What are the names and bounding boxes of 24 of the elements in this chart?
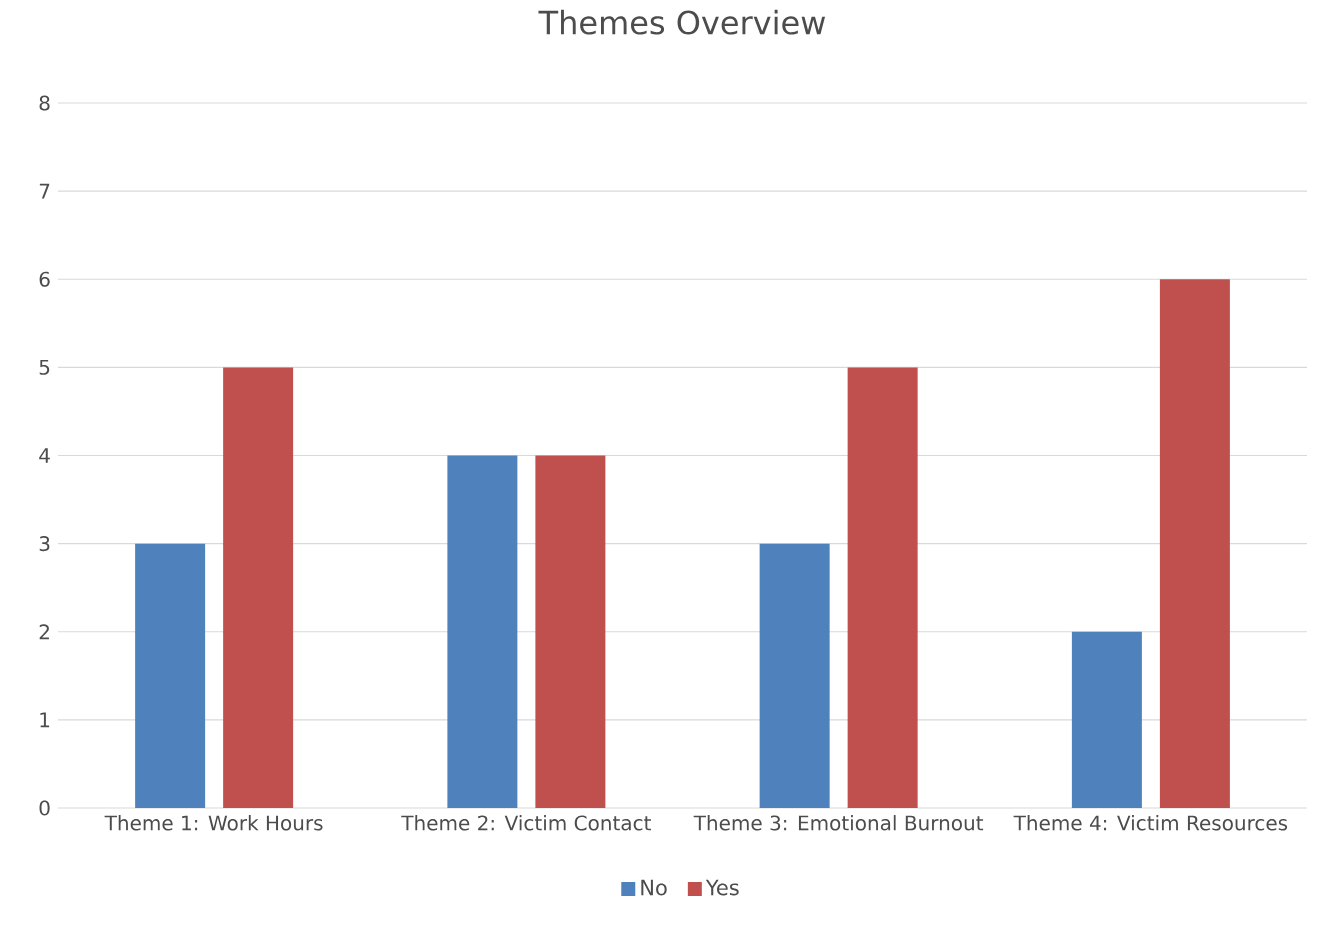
y-tick-label: 0 <box>39 800 50 816</box>
bar <box>135 543 206 808</box>
legend-label: No <box>641 879 667 896</box>
y-tick-label: 7 <box>39 183 50 199</box>
bar <box>1071 631 1142 808</box>
bar <box>1159 279 1230 808</box>
y-tick-label: 8 <box>39 95 50 111</box>
y-tick-label: 5 <box>39 359 50 375</box>
bar <box>847 367 918 808</box>
x-tick-label: Theme 2: Victim Contact <box>401 815 651 831</box>
y-tick-label: 2 <box>39 624 49 640</box>
chart-title: Themes Overview <box>538 9 826 35</box>
x-tick-label: Theme 1: Work Hours <box>104 815 323 831</box>
x-tick-label: Theme 3: Emotional Burnout <box>693 815 984 831</box>
bar <box>447 455 518 808</box>
y-tick-label: 4 <box>39 448 50 463</box>
legend-label: Yes <box>705 879 739 896</box>
y-tick-label: 6 <box>39 271 50 287</box>
bar <box>535 455 606 808</box>
bar <box>223 367 294 808</box>
y-tick-label: 1 <box>40 712 50 728</box>
y-tick-label: 3 <box>39 536 50 552</box>
x-tick-label: Theme 4: Victim Resources <box>1013 815 1288 831</box>
bar <box>759 543 830 808</box>
